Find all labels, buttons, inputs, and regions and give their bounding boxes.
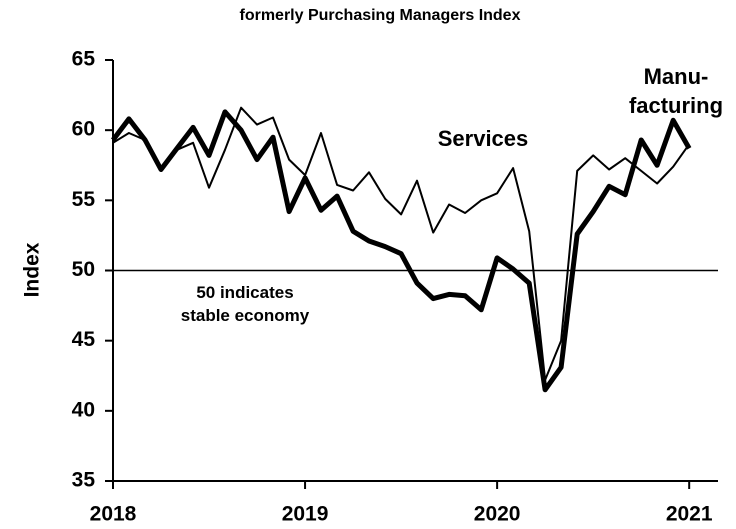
series-label: Services: [438, 126, 529, 151]
x-tick-label: 2020: [474, 503, 521, 526]
y-tick-label: 45: [72, 328, 96, 351]
series-line: [112, 106, 691, 381]
series-label: Manu-facturing: [629, 64, 723, 118]
x-tick-label: 2018: [90, 503, 137, 526]
y-axis-label: Index: [21, 242, 44, 297]
y-tick-label: 60: [72, 118, 95, 141]
y-tick-label: 65: [72, 48, 96, 71]
y-tick-label: 55: [72, 188, 96, 211]
x-tick-label: 2021: [666, 503, 713, 526]
y-tick-label: 50: [72, 258, 95, 281]
annotation: 50 indicates: [196, 283, 293, 302]
annotation: stable economy: [181, 306, 310, 325]
y-tick-label: 40: [72, 398, 95, 421]
y-tick-label: 35: [72, 469, 96, 492]
x-tick-label: 2019: [282, 503, 329, 526]
chart-subtitle: formerly Purchasing Managers Index: [240, 7, 521, 24]
series-line: [111, 109, 692, 393]
